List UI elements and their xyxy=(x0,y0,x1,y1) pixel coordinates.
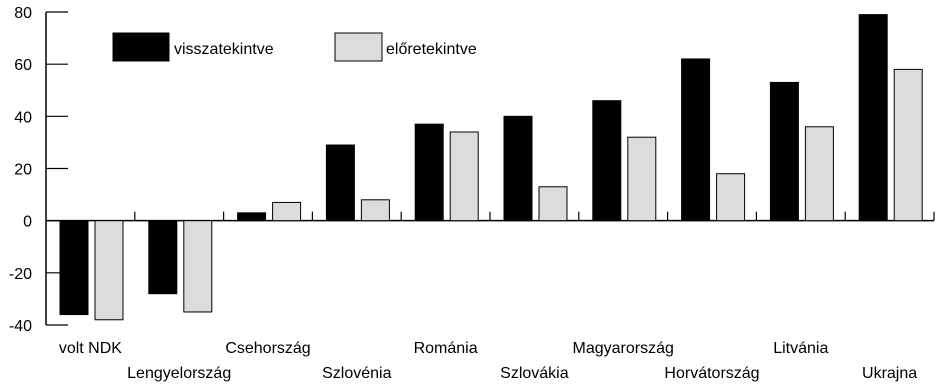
y-tick-label: -20 xyxy=(9,266,32,283)
bar-eloretekintve xyxy=(272,201,302,222)
bar-eloretekintve xyxy=(627,136,657,222)
category-label: Lengyelország xyxy=(127,365,231,382)
bar-eloretekintve xyxy=(538,186,568,222)
y-tick-label: 80 xyxy=(14,5,32,22)
category-label: Csehország xyxy=(225,340,310,357)
bar-visszatekintve xyxy=(681,58,711,222)
category-label: volt NDK xyxy=(59,340,122,357)
legend-swatch-visszatekintve xyxy=(112,32,170,62)
category-label: Horvátország xyxy=(664,365,759,382)
category-label: Szlovákia xyxy=(500,365,569,382)
bar-visszatekintve xyxy=(858,14,888,222)
bar-visszatekintve xyxy=(592,100,622,222)
bar-visszatekintve xyxy=(414,123,444,222)
bar-visszatekintve xyxy=(59,220,89,316)
bar-visszatekintve xyxy=(325,144,355,222)
legend-swatch-eloretekintve xyxy=(334,32,383,62)
bars xyxy=(59,14,923,321)
y-tick-label: 60 xyxy=(14,57,32,74)
bar-visszatekintve xyxy=(237,212,267,222)
legend-label-eloretekintve: előretekintve xyxy=(386,41,477,58)
bar-eloretekintve xyxy=(893,68,923,222)
category-label: Litvánia xyxy=(773,340,828,357)
bar-eloretekintve xyxy=(183,220,213,313)
category-label: Szlovénia xyxy=(322,365,391,382)
legend-label-visszatekintve: visszatekintve xyxy=(174,41,274,58)
bar-visszatekintve xyxy=(148,220,178,295)
y-tick-label: 0 xyxy=(23,214,32,231)
bar-eloretekintve xyxy=(360,199,390,222)
bar-eloretekintve xyxy=(94,220,124,321)
bar-eloretekintve xyxy=(716,173,746,222)
y-tick-label: 40 xyxy=(14,109,32,126)
y-tick-label: -40 xyxy=(9,318,32,335)
bar-eloretekintve xyxy=(449,131,479,222)
bar-visszatekintve xyxy=(503,115,533,222)
y-tick-label: 20 xyxy=(14,162,32,179)
category-label: Románia xyxy=(414,340,478,357)
bar-eloretekintve xyxy=(804,126,834,222)
bar-visszatekintve xyxy=(769,81,799,222)
category-label: Ukrajna xyxy=(862,365,917,382)
legend: visszatekintve előretekintve xyxy=(112,32,477,62)
category-labels: volt NDK Lengyelország Csehország Szlovénia… xyxy=(59,340,917,382)
category-label: Magyarország xyxy=(573,340,674,357)
